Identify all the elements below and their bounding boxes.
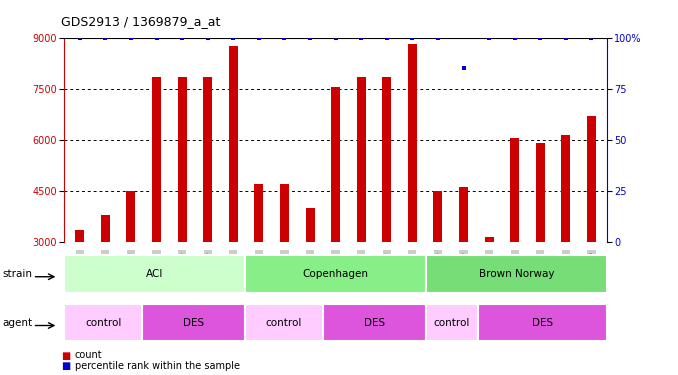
Point: [100, 34, 111, 40]
Bar: [101, 214, 110, 242]
Point: [304, 34, 315, 40]
Bar: [142, 304, 245, 341]
Point: [509, 34, 520, 40]
Bar: [306, 208, 315, 242]
Bar: [478, 304, 607, 341]
Bar: [245, 304, 323, 341]
Bar: [245, 255, 426, 292]
Bar: [64, 255, 245, 292]
Text: agent: agent: [3, 318, 33, 327]
Point: [151, 34, 162, 40]
Bar: [178, 76, 186, 242]
Text: strain: strain: [3, 269, 33, 279]
Text: count: count: [75, 351, 102, 360]
Bar: [408, 44, 417, 242]
Bar: [203, 76, 212, 242]
Point: [254, 34, 264, 40]
Point: [433, 34, 443, 40]
Bar: [485, 237, 494, 242]
Bar: [280, 184, 289, 242]
Text: percentile rank within the sample: percentile rank within the sample: [75, 361, 239, 370]
Bar: [127, 191, 136, 242]
Bar: [254, 184, 263, 242]
Bar: [382, 76, 391, 242]
Text: Copenhagen: Copenhagen: [302, 269, 369, 279]
Text: DES: DES: [364, 318, 385, 327]
Text: control: control: [266, 318, 302, 327]
Bar: [426, 304, 478, 341]
Point: [586, 34, 597, 40]
Bar: [536, 143, 544, 242]
Bar: [511, 138, 519, 242]
Text: control: control: [434, 318, 470, 327]
Text: Brown Norway: Brown Norway: [479, 269, 554, 279]
Bar: [75, 230, 84, 242]
Point: [356, 34, 367, 40]
Point: [561, 34, 572, 40]
Text: DES: DES: [532, 318, 553, 327]
Bar: [561, 135, 570, 242]
Point: [202, 34, 213, 40]
Point: [458, 65, 469, 71]
Point: [407, 34, 418, 40]
Point: [381, 34, 392, 40]
Point: [177, 34, 188, 40]
Bar: [426, 255, 607, 292]
Point: [535, 34, 546, 40]
Text: ■: ■: [61, 351, 71, 360]
Bar: [433, 191, 443, 242]
Text: control: control: [85, 318, 121, 327]
Bar: [228, 46, 238, 242]
Text: GDS2913 / 1369879_a_at: GDS2913 / 1369879_a_at: [61, 15, 220, 28]
Bar: [331, 87, 340, 242]
Bar: [152, 76, 161, 242]
Bar: [587, 116, 596, 242]
Bar: [357, 76, 365, 242]
Text: ■: ■: [61, 361, 71, 370]
Bar: [459, 188, 468, 242]
Text: ACI: ACI: [146, 269, 163, 279]
Point: [483, 34, 494, 40]
Point: [228, 34, 239, 40]
Point: [330, 34, 341, 40]
Text: DES: DES: [183, 318, 204, 327]
Point: [75, 34, 85, 40]
Bar: [323, 304, 426, 341]
Bar: [64, 304, 142, 341]
Point: [125, 34, 136, 40]
Point: [279, 34, 290, 40]
